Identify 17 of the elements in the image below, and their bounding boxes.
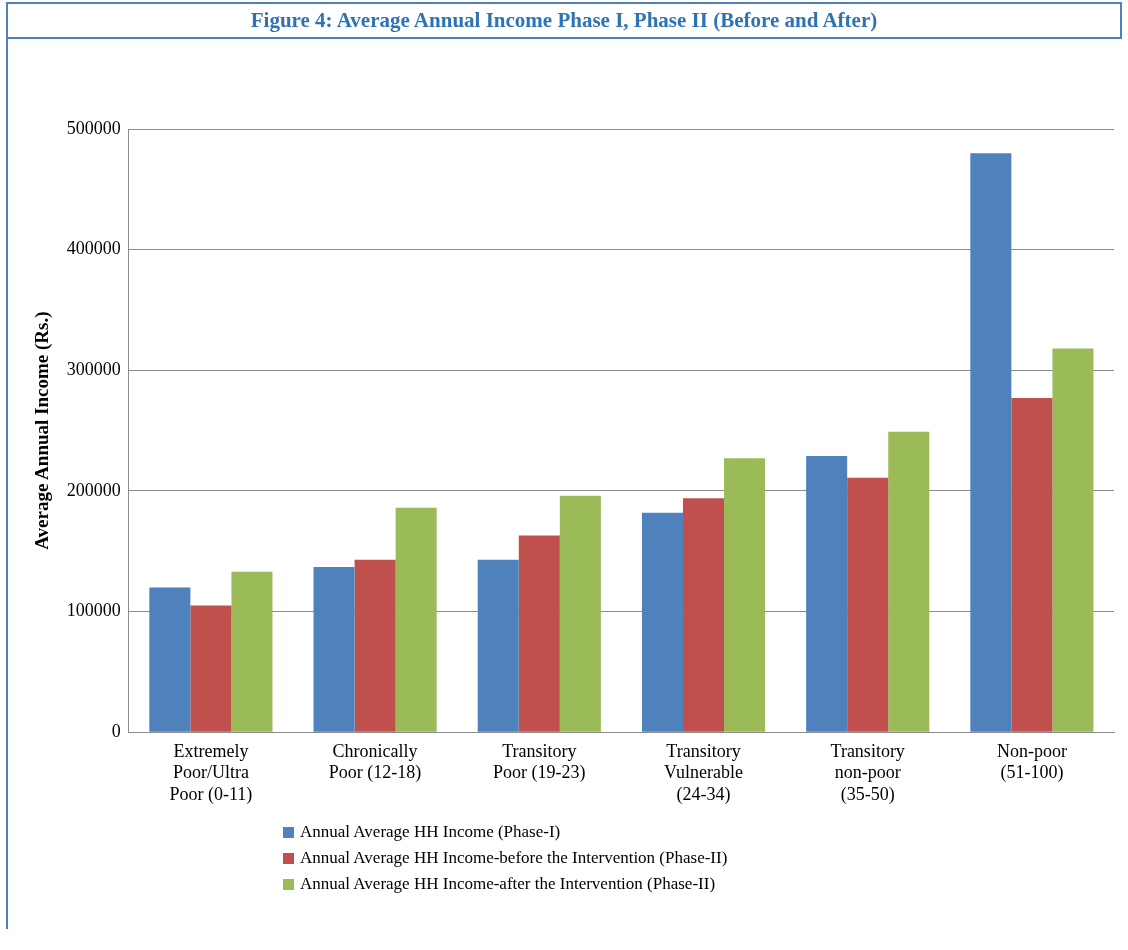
legend-label: Annual Average HH Income (Phase-I) xyxy=(300,822,561,842)
x-tick-label: Transitory Vulnerable (24-34) xyxy=(664,740,743,805)
y-tick-label: 100000 xyxy=(66,600,121,621)
chart-title: Figure 4: Average Annual Income Phase I, Phase II (Before and After) xyxy=(6,2,1122,39)
y-tick-label: 0 xyxy=(111,720,121,741)
y-axis-title: Average Annual Income (Rs.) xyxy=(31,311,54,550)
x-tick-label: Chronically Poor (12-18) xyxy=(328,740,422,784)
legend-label: Annual Average HH Income-before the Intervention (Phase-II) xyxy=(300,848,728,868)
x-tick-label: Non-poor (51-100) xyxy=(996,740,1067,784)
x-tick-label: Extremely Poor/Ultra Poor (0-11) xyxy=(169,740,253,805)
y-tick-label: 300000 xyxy=(66,359,121,380)
legend-label: Annual Average HH Income-after the Intervention (Phase-II) xyxy=(300,874,716,894)
x-tick-label: Transitory non-poor (35-50) xyxy=(830,740,905,805)
x-tick-label: Transitory Poor (19-23) xyxy=(493,740,586,784)
y-tick-label: 500000 xyxy=(66,117,121,138)
y-tick-label: 200000 xyxy=(66,479,121,500)
y-tick-label: 400000 xyxy=(66,238,121,259)
